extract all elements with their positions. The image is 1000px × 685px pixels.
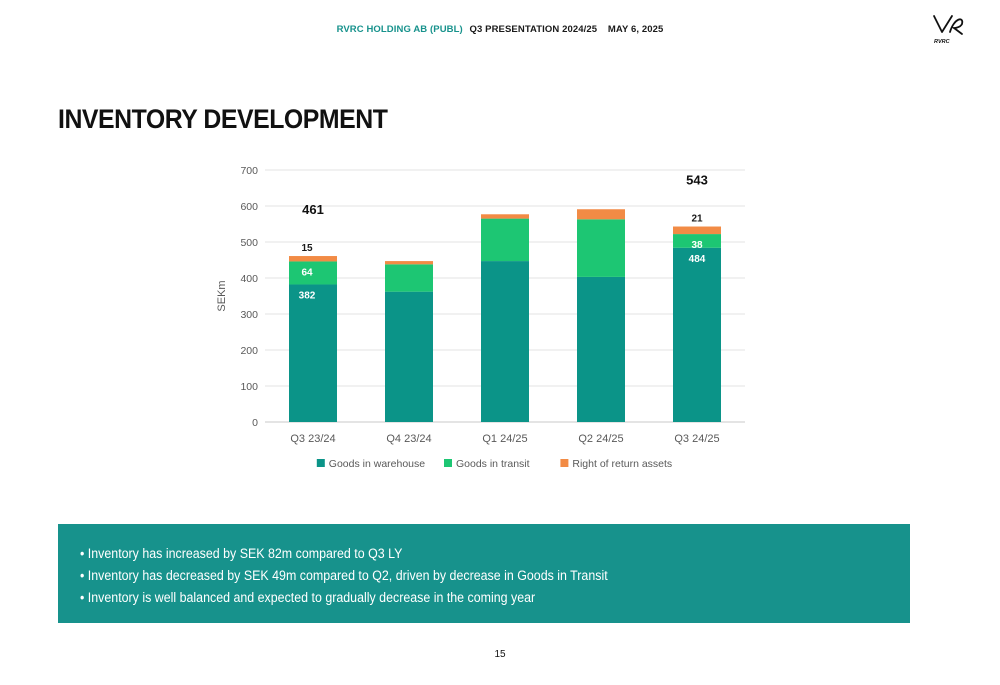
bar-segment — [481, 218, 529, 262]
legend-swatch — [316, 459, 325, 467]
y-tick-label: 500 — [240, 237, 258, 249]
total-label: 461 — [302, 202, 324, 217]
legend-label: Goods in warehouse — [329, 458, 425, 470]
bar-segment — [481, 261, 529, 422]
bar-segment — [385, 291, 433, 422]
data-label: 21 — [691, 214, 703, 225]
y-tick-label: 0 — [252, 417, 258, 429]
presentation-header: RVRC HOLDING AB (PUBL) Q3 PRESENTATION 2… — [0, 24, 1000, 35]
bar-segment — [673, 226, 721, 235]
x-tick-label: Q4 23/24 — [386, 433, 431, 445]
data-label: 382 — [299, 290, 316, 301]
x-tick-label: Q3 23/24 — [290, 433, 335, 445]
data-label: 15 — [301, 243, 313, 254]
bar-segment — [385, 264, 433, 292]
legend-swatch — [560, 459, 569, 467]
bar-segment — [385, 261, 433, 265]
bar-segment — [481, 214, 529, 219]
legend-item: Goods in warehouse — [316, 458, 425, 470]
y-tick-label: 300 — [240, 309, 258, 321]
bar-segment — [673, 234, 721, 248]
y-axis-title: SEKm — [216, 280, 228, 311]
y-axis: 0 100 200 300 400 500 600 700 — [240, 165, 258, 429]
x-tick-label: Q2 24/25 — [578, 433, 623, 445]
y-tick-label: 100 — [240, 381, 258, 393]
chart-data-labels: 382 64 15 484 38 21 461 543 — [299, 173, 708, 302]
presentation-date: MAY 6, 2025 — [607, 24, 664, 35]
page-title: INVENTORY DEVELOPMENT — [58, 104, 388, 134]
y-tick-label: 600 — [240, 201, 258, 213]
presentation-name: Q3 PRESENTATION 2024/25 — [469, 24, 598, 35]
x-tick-label: Q1 24/25 — [482, 433, 527, 445]
company-name: RVRC HOLDING AB (PUBL) — [336, 24, 463, 35]
inventory-chart: 0 100 200 300 400 500 600 700 382 64 15 484 38 21 461… — [216, 165, 745, 470]
y-tick-label: 200 — [240, 345, 258, 357]
summary-panel: Inventory has increased by SEK 82m compa… — [58, 524, 910, 623]
bar-segment — [289, 261, 337, 285]
y-tick-label: 400 — [240, 273, 258, 285]
rvrc-logo: RVRC — [933, 15, 964, 45]
data-label: 38 — [691, 240, 703, 251]
x-tick-label: Q3 24/25 — [674, 433, 719, 445]
data-label: 484 — [689, 254, 706, 265]
bar-segment — [289, 284, 337, 422]
chart-bars — [289, 209, 721, 422]
legend-label: Goods in transit — [456, 458, 530, 470]
total-label: 543 — [686, 173, 708, 188]
legend-swatch — [444, 459, 452, 467]
summary-bullet: Inventory has decreased by SEK 49m compa… — [80, 565, 844, 587]
bar-segment — [577, 276, 625, 422]
bar-segment — [289, 256, 337, 262]
bar-segment — [577, 209, 625, 220]
bar-segment — [673, 247, 721, 422]
logo-text: RVRC — [934, 39, 951, 45]
data-label: 64 — [301, 267, 313, 278]
page-number: 15 — [494, 649, 506, 660]
x-axis: Q3 23/24 Q4 23/24 Q1 24/25 Q2 24/25 Q3 24/25 — [290, 433, 719, 445]
legend-item: Right of return assets — [560, 458, 672, 470]
y-tick-label: 700 — [240, 165, 258, 177]
bar-segment — [577, 219, 625, 277]
chart-legend: Goods in warehouse Goods in transit Right … — [316, 458, 672, 470]
summary-bullet: Inventory has increased by SEK 82m compa… — [80, 543, 844, 565]
summary-bullet: Inventory is well balanced and expected … — [80, 587, 844, 609]
legend-label: Right of return assets — [572, 458, 672, 470]
legend-item: Goods in transit — [444, 458, 530, 470]
